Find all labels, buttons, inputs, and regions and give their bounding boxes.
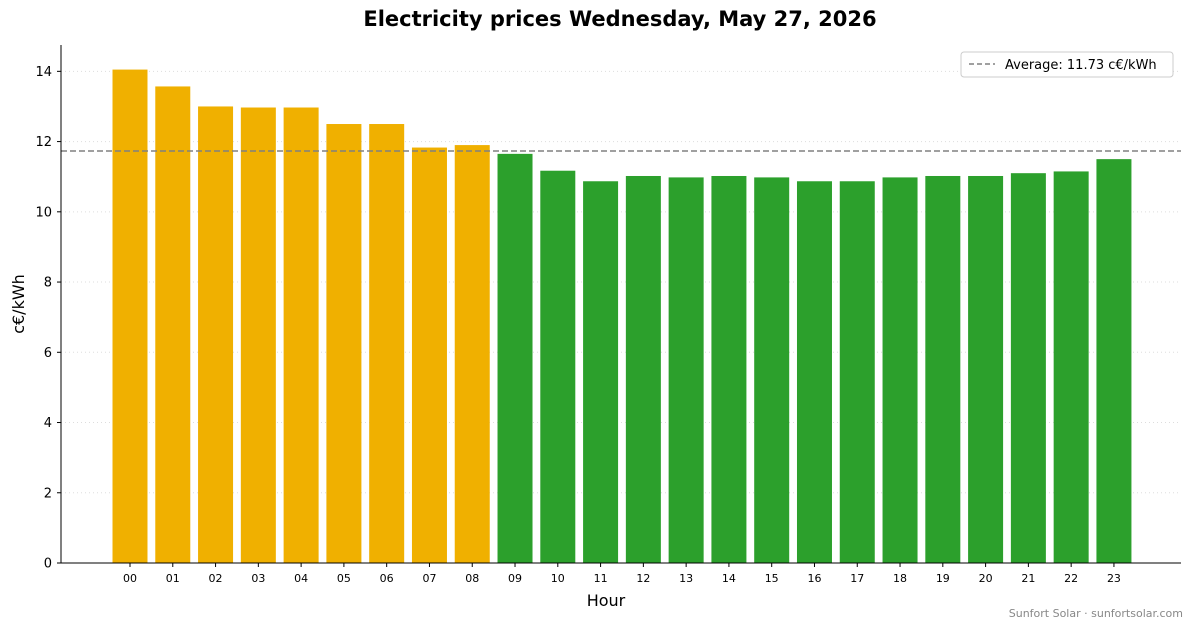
x-tick-label: 07: [422, 572, 436, 585]
bar-hour-05: [326, 124, 362, 563]
bar-hour-14: [711, 175, 747, 563]
x-tick-label: 16: [807, 572, 821, 585]
x-axis-label: Hour: [587, 591, 626, 610]
y-tick-label: 10: [35, 205, 52, 220]
x-tick-label: 18: [893, 572, 907, 585]
chart-title: Electricity prices Wednesday, May 27, 20…: [363, 7, 876, 31]
x-tick-label: 01: [166, 572, 180, 585]
x-tick-label: 13: [679, 572, 693, 585]
y-tick-label: 8: [44, 276, 52, 291]
y-tick-label: 0: [44, 557, 52, 572]
bar-hour-08: [454, 145, 490, 563]
bar-hour-02: [198, 106, 234, 563]
bar-hour-06: [369, 124, 405, 563]
x-tick-label: 08: [465, 572, 479, 585]
y-tick-label: 14: [35, 65, 52, 80]
bar-hour-09: [497, 153, 533, 563]
bar-hour-15: [754, 177, 790, 564]
x-tick-label: 05: [337, 572, 351, 585]
bar-hour-03: [240, 107, 276, 564]
x-tick-label: 06: [380, 572, 394, 585]
bar-hour-23: [1096, 159, 1132, 563]
x-tick-label: 02: [209, 572, 223, 585]
y-tick-label: 12: [35, 135, 52, 150]
x-tick-label: 10: [551, 572, 565, 585]
bar-hour-21: [1010, 173, 1046, 563]
y-tick-label: 6: [44, 346, 52, 361]
bar-hour-10: [540, 170, 576, 564]
x-tick-label: 12: [636, 572, 650, 585]
y-axis-label: c€/kWh: [9, 274, 28, 334]
x-tick-label: 19: [936, 572, 950, 585]
x-tick-label: 17: [850, 572, 864, 585]
bar-hour-17: [839, 181, 875, 563]
credit-text: Sunfort Solar · sunfortsolar.com: [1009, 607, 1183, 620]
x-tick-label: 11: [594, 572, 608, 585]
x-tick-label: 04: [294, 572, 308, 585]
y-tick-label: 2: [44, 486, 52, 501]
bar-hour-12: [625, 175, 661, 563]
x-tick-label: 22: [1064, 572, 1078, 585]
axes: [60, 45, 1181, 564]
grid-lines: [61, 70, 1181, 494]
x-tick-label: 14: [722, 572, 736, 585]
x-tick-label: 03: [251, 572, 265, 585]
bar-hour-13: [668, 177, 704, 564]
bar-hour-22: [1053, 171, 1089, 563]
bar-hour-11: [583, 181, 619, 563]
x-tick-label: 20: [979, 572, 993, 585]
legend-entry-average: Average: 11.73 c€/kWh: [1005, 58, 1157, 73]
bar-hour-19: [925, 175, 961, 563]
bar-hour-04: [283, 107, 319, 564]
x-tick-label: 15: [765, 572, 779, 585]
legend-box: [960, 51, 1174, 78]
bars: [112, 69, 1132, 564]
bar-hour-00: [112, 69, 148, 563]
x-tick-label: 23: [1107, 572, 1121, 585]
legend: Average: 11.73 c€/kWh: [960, 51, 1174, 78]
y-ticks: 0 2 4 6 8 10 12 14: [35, 65, 61, 572]
bar-hour-07: [411, 147, 447, 563]
bar-hour-16: [796, 181, 832, 563]
bar-hour-01: [155, 86, 191, 563]
bar-hour-18: [882, 177, 918, 564]
x-tick-label: 00: [123, 572, 137, 585]
bar-hour-20: [968, 175, 1004, 563]
y-tick-label: 4: [44, 416, 52, 431]
x-tick-label: 09: [508, 572, 522, 585]
x-ticks: 00 01 02 03 04 05 06 07 08 09 10 11 12 13 14 15 16 17 18 19…: [123, 563, 1121, 585]
x-tick-label: 21: [1021, 572, 1035, 585]
